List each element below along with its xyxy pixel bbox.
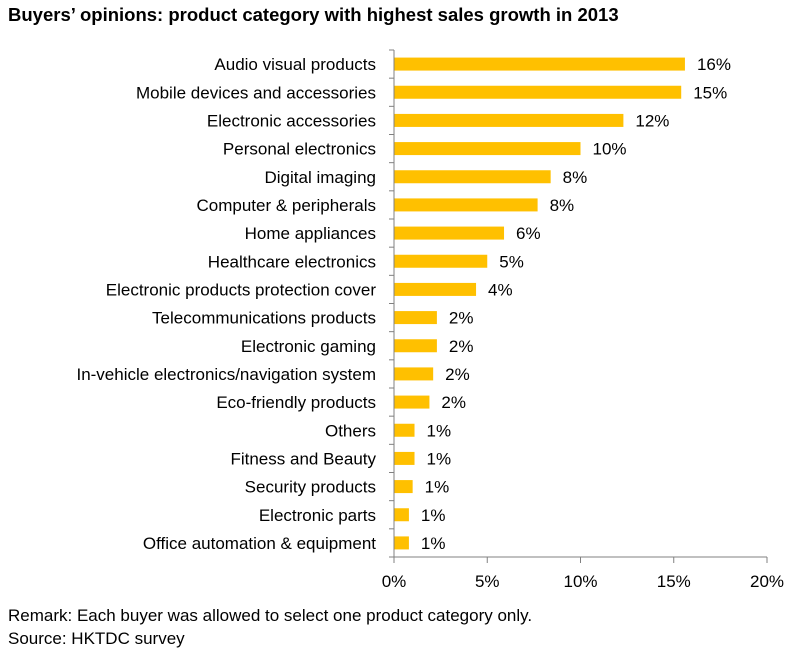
value-label: 8% xyxy=(550,196,575,215)
category-label: Security products xyxy=(245,478,376,497)
category-label: Computer & peripherals xyxy=(196,196,376,215)
category-label: Personal electronics xyxy=(223,140,376,159)
bar xyxy=(394,170,551,184)
bar xyxy=(394,395,430,409)
category-label: Mobile devices and accessories xyxy=(136,83,376,102)
x-tick-label: 20% xyxy=(750,572,784,591)
bar xyxy=(394,142,581,156)
value-label: 16% xyxy=(697,55,731,74)
bars-group xyxy=(394,57,685,550)
x-tick-label: 10% xyxy=(563,572,597,591)
value-label: 10% xyxy=(593,140,627,159)
value-label: 1% xyxy=(421,506,446,525)
value-label: 1% xyxy=(427,449,452,468)
category-label: Telecommunications products xyxy=(152,309,376,328)
category-label: Electronic accessories xyxy=(207,111,376,130)
value-label: 1% xyxy=(427,421,452,440)
value-labels-group: 16% 15% 12% 10% 8% 8% 6% 5% 4% 2% 2% 2% 2% 1% 1% 1% 1% 1% xyxy=(421,55,731,553)
value-label: 2% xyxy=(445,365,470,384)
category-label: Digital imaging xyxy=(265,168,377,187)
value-label: 1% xyxy=(421,534,446,553)
value-label: 1% xyxy=(425,478,450,497)
axes-group: 0% 5% 10% 15% 20% xyxy=(382,49,784,591)
category-label: Fitness and Beauty xyxy=(230,449,376,468)
category-label: Eco-friendly products xyxy=(216,393,376,412)
bar xyxy=(394,480,413,494)
category-label: Healthcare electronics xyxy=(208,252,376,271)
category-label: Others xyxy=(325,421,376,440)
value-label: 2% xyxy=(449,337,474,356)
value-label: 8% xyxy=(563,168,588,187)
bar xyxy=(394,367,434,381)
bar xyxy=(394,282,477,296)
value-label: 4% xyxy=(488,280,513,299)
value-label: 12% xyxy=(635,111,669,130)
value-label: 5% xyxy=(499,252,524,271)
category-label: Audio visual products xyxy=(214,55,376,74)
remark-text: Remark: Each buyer was allowed to select… xyxy=(8,606,533,625)
value-label: 6% xyxy=(516,224,541,243)
category-label: Electronic products protection cover xyxy=(106,280,377,299)
x-tick-label: 5% xyxy=(475,572,500,591)
x-tick-label: 15% xyxy=(657,572,691,591)
source-text: Source: HKTDC survey xyxy=(8,629,185,648)
bar xyxy=(394,451,415,465)
bar xyxy=(394,423,415,437)
bar xyxy=(394,226,505,240)
category-label: Electronic parts xyxy=(259,506,376,525)
chart-notes: Remark: Each buyer was allowed to select… xyxy=(8,604,532,650)
bar xyxy=(394,508,409,522)
category-labels-group: Audio visual products Mobile devices and … xyxy=(76,55,376,553)
bar xyxy=(394,311,437,325)
value-label: 2% xyxy=(441,393,466,412)
category-label: Home appliances xyxy=(245,224,376,243)
category-label: Electronic gaming xyxy=(241,337,376,356)
bar xyxy=(394,339,437,353)
bar xyxy=(394,254,488,268)
bar xyxy=(394,85,682,99)
bar xyxy=(394,57,685,71)
bar xyxy=(394,198,538,212)
chart-title: Buyers’ opinions: product category with … xyxy=(8,4,619,25)
value-label: 2% xyxy=(449,309,474,328)
x-tick-label: 0% xyxy=(382,572,407,591)
category-label: In-vehicle electronics/navigation system xyxy=(76,365,376,384)
bar xyxy=(394,536,409,550)
value-label: 15% xyxy=(693,83,727,102)
category-label: Office automation & equipment xyxy=(143,534,376,553)
bar xyxy=(394,113,624,127)
